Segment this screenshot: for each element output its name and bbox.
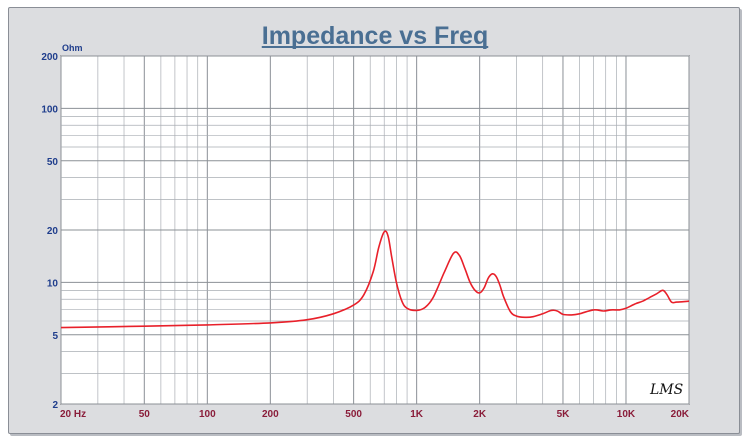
chart-title: Impedance vs Freq (262, 22, 488, 50)
y-axis-unit-label: Ohm (62, 43, 83, 53)
y-tick-label: 5 (52, 331, 58, 342)
y-tick-label: 20 (47, 226, 59, 237)
x-tick-label: 5K (557, 409, 571, 420)
x-tick-label: 10K (617, 409, 636, 420)
x-tick-label: 1K (410, 409, 424, 420)
y-tick-label: 50 (47, 157, 59, 168)
y-axis-ticks: 200 100 50 20 10 5 2 (41, 52, 58, 411)
series-layer (60, 230, 690, 329)
x-tick-label: 2K (473, 409, 487, 420)
x-tick-label: 200 (262, 409, 279, 420)
impedance-curve (60, 230, 690, 329)
x-tick-label: 20 Hz (60, 409, 86, 420)
x-tick-label: 50 (139, 409, 151, 420)
grid (60, 55, 690, 405)
y-tick-label: 2 (52, 400, 58, 411)
x-tick-label: 500 (345, 409, 362, 420)
y-tick-label: 100 (41, 104, 58, 115)
x-tick-label: 100 (199, 409, 216, 420)
signature-annotation: LMS (649, 382, 683, 398)
y-tick-label: 200 (41, 52, 58, 63)
x-axis-ticks: 20 Hz 50 100 200 500 1K 2K 5K 10K 20K (60, 409, 690, 420)
x-tick-label: 20K (671, 409, 690, 420)
y-tick-label: 10 (47, 278, 59, 289)
